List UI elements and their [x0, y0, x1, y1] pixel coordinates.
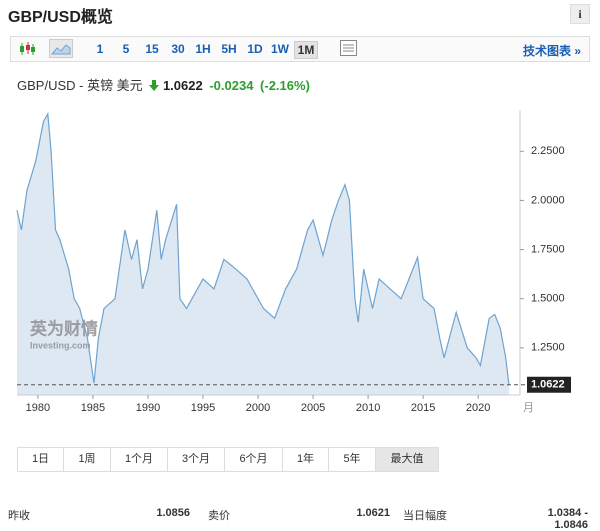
price: 1.0622 [162, 78, 203, 93]
candle-icon[interactable] [17, 40, 37, 58]
range-button[interactable]: 1周 [64, 448, 111, 471]
watermark-sub: Investing.com [30, 340, 91, 350]
current-box [527, 376, 571, 393]
interval-button[interactable]: 1 [96, 42, 104, 56]
y-tick-label: 2.0000 [531, 194, 565, 206]
stat-value: 1.0856 [156, 507, 190, 519]
stat-label: 卖价 [208, 510, 230, 522]
change-pct: (-2.16%) [260, 78, 310, 93]
y-tick-label: 2.2500 [531, 145, 565, 157]
interval-button[interactable]: 1H [195, 42, 211, 56]
y-tick-label: 1.5000 [531, 293, 565, 305]
area-icon[interactable] [49, 39, 73, 58]
range-button[interactable]: 1个月 [111, 448, 168, 471]
interval-button[interactable]: 1D [247, 42, 263, 56]
technical-chart-link[interactable]: 技术图表 » [522, 44, 581, 58]
y-tick-label: 1.7500 [531, 243, 565, 255]
watermark: 英为财情 [30, 318, 98, 338]
interval-button[interactable]: 1W [271, 42, 289, 56]
pair-name: GBP/USD - 英镑 美元 [17, 78, 143, 93]
stat-value: 1.0621 [356, 507, 390, 519]
interval-button[interactable]: 5 [122, 42, 130, 56]
x-tick-label: 1980 [26, 402, 50, 414]
x-tick-label: 2020 [466, 402, 490, 414]
toolbar: 1 5 15 30 1H 5H 1D 1W 1M 技术图表 » [10, 36, 590, 62]
range-button[interactable]: 最大值 [376, 448, 438, 471]
page-title: GBP/USD概览 [8, 9, 113, 26]
interval-button[interactable]: 15 [145, 42, 159, 56]
down-arrow [149, 80, 160, 91]
x-tick-label: 1985 [81, 402, 105, 414]
x-tick-label: 1990 [136, 402, 160, 414]
interval-button[interactable]: 5H [221, 42, 237, 56]
y-tick-label: 1.2500 [531, 342, 565, 354]
quote-line: GBP/USD - 英镑 美元 1.0622 -0.0234 (-2.16%) [17, 75, 313, 94]
x-tick-label: 1995 [191, 402, 215, 414]
chart: 英为财情 Investing.com 1.2500 1.5000 1.7500 2.0… [16, 110, 571, 414]
x-tick-label: 2000 [246, 402, 270, 414]
area-fill [17, 113, 509, 396]
range-button[interactable]: 1年 [283, 448, 329, 471]
table-icon[interactable] [339, 39, 359, 58]
range-button[interactable]: 5年 [329, 448, 376, 471]
range-button[interactable]: 3个月 [168, 448, 225, 471]
interval-button[interactable]: 30 [171, 42, 185, 56]
current-label: 1.0622 [531, 379, 565, 391]
stat-value: 1.0384 - 1.0846 [547, 507, 588, 531]
x-tick-label: 2010 [356, 402, 380, 414]
stat-label: 昨收 [8, 510, 30, 522]
change: -0.0234 [209, 78, 254, 93]
stats-row: 昨收 1.0856 卖价 1.0621 当日幅度 1.0384 - 1.0846 [8, 507, 588, 531]
x-tick-label: 2005 [301, 402, 325, 414]
interval-button[interactable]: 1M [294, 41, 318, 59]
price-line [16, 111, 510, 386]
range-button[interactable]: 6个月 [225, 448, 283, 471]
x-axis-label: 月 [523, 402, 534, 414]
info-button[interactable]: i [570, 4, 590, 24]
stat-label: 当日幅度 [403, 510, 447, 522]
range-button[interactable]: 1日 [18, 448, 64, 471]
x-tick-label: 2015 [411, 402, 435, 414]
range-buttons: 1日 1周 1个月 3个月 6个月 1年 5年 最大值 [17, 447, 439, 472]
